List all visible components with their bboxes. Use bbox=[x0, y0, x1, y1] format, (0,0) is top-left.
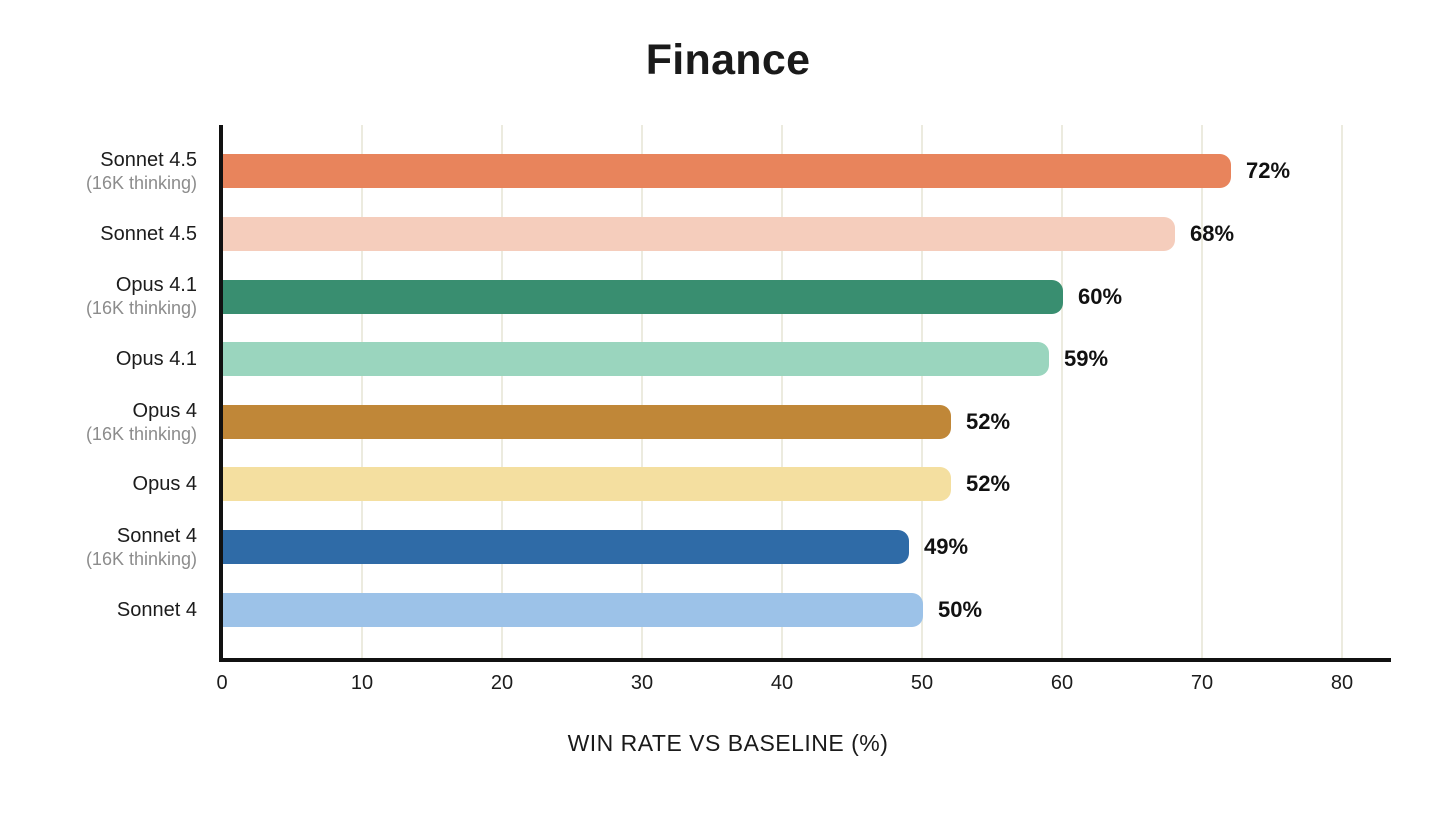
bar bbox=[223, 342, 1049, 377]
model-name-label: Opus 4 bbox=[132, 473, 197, 496]
bar-category-label: Opus 4.1 bbox=[0, 347, 197, 371]
bar-category-label: Sonnet 4 bbox=[0, 598, 197, 622]
x-tick-label-20: 20 bbox=[490, 672, 514, 694]
model-name-label: Sonnet 4.5 bbox=[100, 149, 197, 172]
gridline-70 bbox=[1201, 125, 1203, 658]
thinking-mode-sublabel: (16K thinking) bbox=[85, 548, 197, 569]
bar-category-label: Sonnet 4.5 bbox=[0, 222, 197, 246]
bar-row: Sonnet 4 50% bbox=[0, 578, 1456, 641]
model-name-label: Sonnet 4 bbox=[116, 598, 197, 621]
bar-row: Opus 4.1 (16K thinking) 60% bbox=[0, 265, 1456, 328]
model-name-label: Sonnet 4 bbox=[116, 524, 197, 547]
bar-value-label: 59% bbox=[1064, 346, 1109, 372]
bar-value-label: 68% bbox=[1190, 220, 1235, 246]
chart-title: Finance bbox=[645, 36, 811, 84]
thinking-mode-sublabel: (16K thinking) bbox=[85, 173, 197, 194]
bar-category-label: Opus 4 (16K thinking) bbox=[0, 399, 197, 446]
bar bbox=[223, 404, 951, 439]
bar-category-label: Sonnet 4.5 (16K thinking) bbox=[0, 148, 197, 195]
x-tick-label-50: 50 bbox=[910, 672, 934, 694]
model-name-label: Sonnet 4.5 bbox=[100, 222, 197, 245]
bar bbox=[223, 530, 909, 565]
x-tick-label-30: 30 bbox=[630, 672, 654, 694]
bar-value-label: 52% bbox=[966, 471, 1011, 497]
x-tick-label-40: 40 bbox=[770, 672, 794, 694]
gridline-30 bbox=[641, 125, 643, 658]
bar-row: Sonnet 4 (16K thinking) 49% bbox=[0, 516, 1456, 579]
bar-value-label: 50% bbox=[938, 596, 983, 622]
x-tick-label-60: 60 bbox=[1050, 672, 1074, 694]
model-name-label: Opus 4.1 bbox=[115, 348, 197, 371]
bar bbox=[223, 467, 951, 502]
x-tick-label-10: 10 bbox=[350, 672, 374, 694]
bar-rows: Sonnet 4.5 (16K thinking) 72% Sonnet 4.5… bbox=[0, 125, 1456, 658]
bar-category-label: Sonnet 4 (16K thinking) bbox=[0, 524, 197, 571]
bar-value-label: 60% bbox=[1078, 283, 1123, 309]
thinking-mode-sublabel: (16K thinking) bbox=[85, 423, 197, 444]
gridline-50 bbox=[921, 125, 923, 658]
bar bbox=[223, 154, 1231, 189]
thinking-mode-sublabel: (16K thinking) bbox=[85, 298, 197, 319]
bar-row: Opus 4.1 59% bbox=[0, 328, 1456, 391]
bar-category-label: Opus 4 bbox=[0, 472, 197, 496]
model-name-label: Opus 4 bbox=[132, 399, 197, 422]
x-tick-label-70: 70 bbox=[1190, 672, 1214, 694]
x-axis-label: WIN RATE VS BASELINE (%) bbox=[567, 730, 889, 756]
gridline-20 bbox=[501, 125, 503, 658]
bar-category-label: Opus 4.1 (16K thinking) bbox=[0, 273, 197, 320]
bar-row: Opus 4 52% bbox=[0, 453, 1456, 516]
bar-value-label: 72% bbox=[1246, 158, 1291, 184]
x-axis-line bbox=[219, 658, 1391, 662]
y-axis-line bbox=[219, 125, 223, 662]
model-name-label: Opus 4.1 bbox=[115, 274, 197, 297]
x-axis-ticks: 0 10 20 30 40 50 60 70 80 bbox=[216, 672, 1422, 700]
bar-value-label: 52% bbox=[966, 408, 1011, 434]
bar bbox=[223, 216, 1175, 251]
bar bbox=[223, 592, 923, 627]
bar-row: Sonnet 4.5 (16K thinking) 72% bbox=[0, 140, 1456, 203]
bar-value-label: 49% bbox=[924, 534, 969, 560]
bar-row: Opus 4 (16K thinking) 52% bbox=[0, 391, 1456, 454]
bar-row: Sonnet 4.5 68% bbox=[0, 203, 1456, 266]
gridline-60 bbox=[1061, 125, 1063, 658]
x-tick-label-0: 0 bbox=[216, 672, 228, 694]
bar bbox=[223, 279, 1063, 314]
gridline-10 bbox=[361, 125, 363, 658]
x-tick-label-80: 80 bbox=[1330, 672, 1354, 694]
gridline-80 bbox=[1341, 125, 1343, 658]
gridline-40 bbox=[781, 125, 783, 658]
